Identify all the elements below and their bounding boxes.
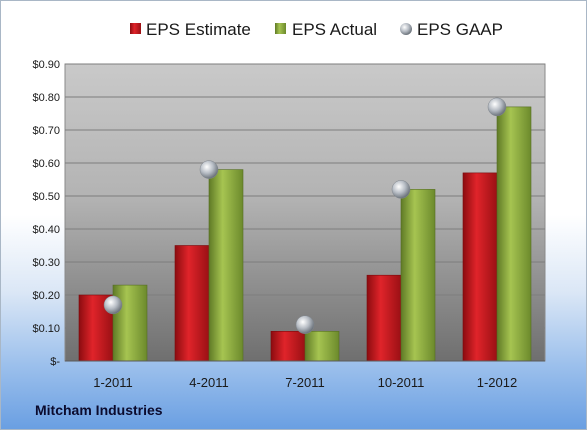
y-tick-label: $0.60 — [32, 158, 60, 170]
y-tick-label: $0.90 — [32, 59, 60, 71]
y-tick-label: $0.80 — [32, 92, 60, 104]
x-tick-label: 10-2011 — [378, 375, 425, 390]
legend-label-actual: EPS Actual — [292, 20, 377, 39]
company-name: Mitcham Industries — [35, 402, 163, 418]
legend-swatch-estimate — [130, 23, 141, 34]
y-tick-label: $0.30 — [32, 257, 60, 269]
y-tick-label: $0.70 — [32, 125, 60, 137]
y-tick-label: $0.40 — [32, 224, 60, 236]
marker-eps-gaap — [295, 315, 315, 334]
bar-eps-actual — [208, 169, 244, 362]
bar-eps-estimate — [174, 245, 210, 362]
y-tick-label: $0.10 — [32, 323, 60, 335]
x-tick-label: 1-2011 — [93, 375, 133, 390]
bar-eps-actual — [400, 189, 436, 362]
marker-eps-gaap — [199, 160, 219, 179]
bar-eps-estimate — [366, 274, 402, 362]
y-axis-ticks: $- $0.10 $0.20 $0.30 $0.40 $0.50 $0.60 $0.70 $0.… — [32, 59, 60, 368]
x-axis-labels: 1-2011 4-2011 7-2011 10-2011 1-2012 — [93, 375, 517, 390]
y-tick-label: $- — [50, 356, 60, 368]
y-tick-label: $0.50 — [32, 191, 60, 203]
marker-eps-gaap — [487, 97, 507, 117]
bar-eps-actual — [112, 284, 148, 362]
legend-label-estimate: EPS Estimate — [146, 20, 251, 39]
y-tick-label: $0.20 — [32, 290, 60, 302]
bars — [78, 106, 532, 362]
bar-eps-actual — [496, 106, 532, 362]
bar-eps-estimate — [462, 172, 498, 362]
legend-label-gaap: EPS GAAP — [417, 20, 503, 39]
x-tick-label: 1-2012 — [477, 375, 517, 390]
gaap-markers — [103, 97, 507, 334]
x-tick-label: 7-2011 — [285, 375, 325, 390]
bar-eps-actual — [304, 330, 340, 362]
x-tick-label: 4-2011 — [189, 375, 229, 390]
legend: EPS Estimate EPS Actual EPS GAAP — [130, 20, 503, 39]
marker-eps-gaap — [103, 295, 123, 315]
legend-swatch-actual — [275, 23, 286, 34]
marker-eps-gaap — [391, 180, 411, 199]
legend-swatch-gaap — [400, 23, 412, 35]
bar-eps-estimate — [270, 330, 306, 362]
